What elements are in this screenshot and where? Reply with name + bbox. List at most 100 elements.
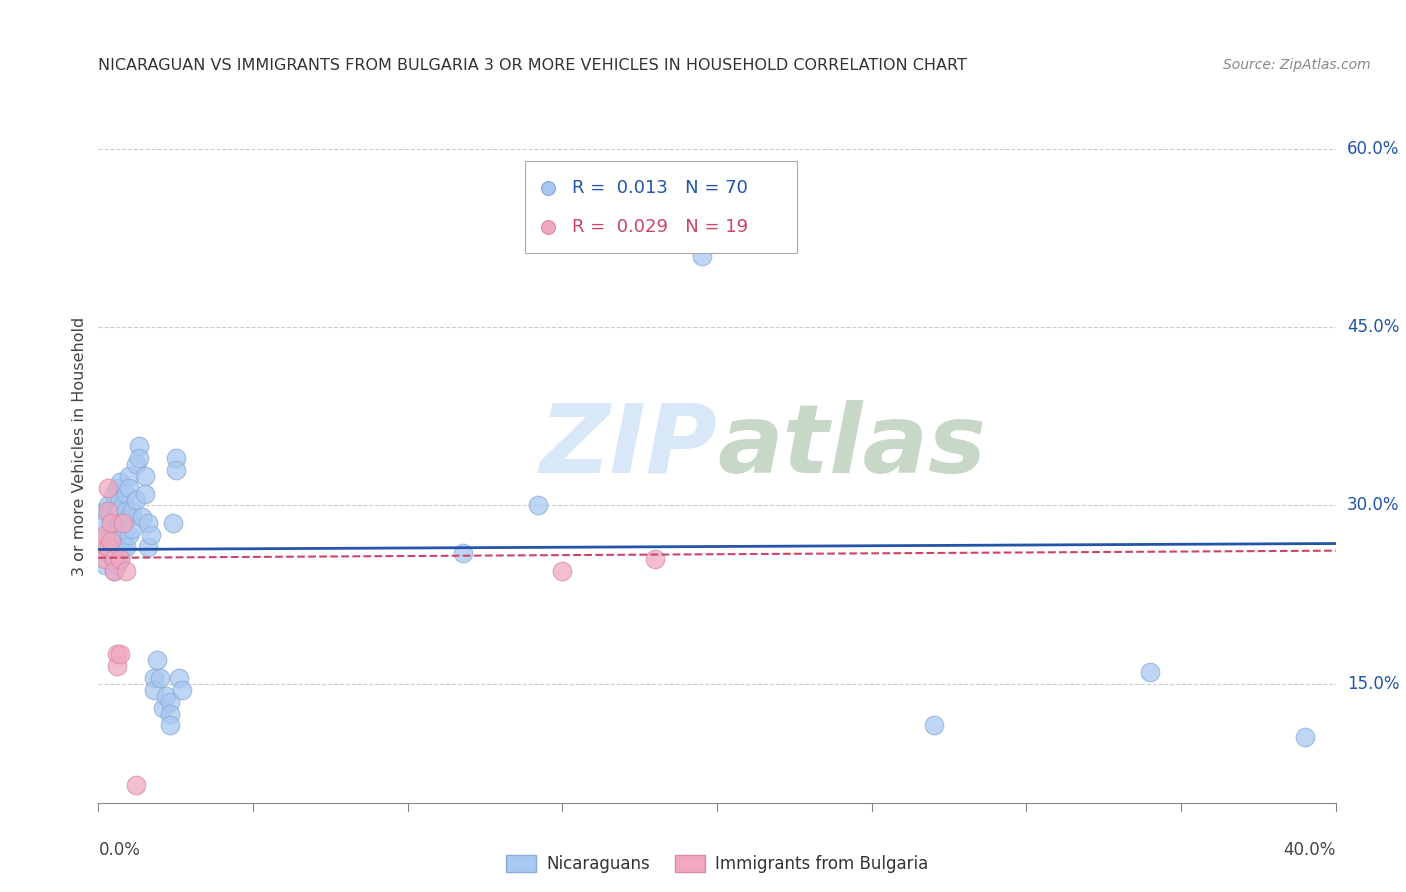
Point xyxy=(90,540,112,554)
Text: R =  0.013   N = 70: R = 0.013 N = 70 xyxy=(572,179,748,197)
Point xyxy=(100,528,122,542)
Point xyxy=(118,481,141,495)
Point xyxy=(108,647,131,661)
FancyBboxPatch shape xyxy=(526,161,797,253)
Point xyxy=(103,486,125,500)
Point xyxy=(118,528,141,542)
Point xyxy=(159,695,181,709)
Point xyxy=(97,481,120,495)
Point xyxy=(105,558,128,572)
Point xyxy=(97,540,120,554)
Point xyxy=(551,564,574,578)
Point xyxy=(105,647,128,661)
Point xyxy=(143,682,166,697)
Point xyxy=(97,499,120,513)
Point xyxy=(128,439,150,453)
Point xyxy=(108,516,131,531)
Point xyxy=(124,457,146,471)
Point xyxy=(124,492,146,507)
Point xyxy=(112,528,135,542)
Point xyxy=(105,522,128,536)
Text: 45.0%: 45.0% xyxy=(1347,318,1399,336)
Point xyxy=(105,504,128,518)
Point xyxy=(128,450,150,465)
Point xyxy=(165,463,187,477)
Point xyxy=(108,504,131,518)
Point xyxy=(105,659,128,673)
Point xyxy=(526,499,548,513)
Point xyxy=(108,552,131,566)
Point xyxy=(155,689,177,703)
Point xyxy=(136,540,159,554)
Point xyxy=(93,528,115,542)
Point xyxy=(644,552,666,566)
Point xyxy=(124,778,146,792)
Point xyxy=(152,700,174,714)
Legend: Nicaraguans, Immigrants from Bulgaria: Nicaraguans, Immigrants from Bulgaria xyxy=(499,848,935,880)
Point xyxy=(115,504,138,518)
Point xyxy=(103,564,125,578)
Point xyxy=(93,552,115,566)
Point xyxy=(112,499,135,513)
Point xyxy=(112,516,135,531)
Point xyxy=(103,552,125,566)
Point xyxy=(170,682,193,697)
Point xyxy=(100,516,122,531)
Point xyxy=(118,510,141,524)
Point xyxy=(1139,665,1161,679)
Point xyxy=(93,504,115,518)
Point xyxy=(136,516,159,531)
Point xyxy=(167,671,190,685)
Y-axis label: 3 or more Vehicles in Household: 3 or more Vehicles in Household xyxy=(72,317,87,575)
Point xyxy=(165,450,187,465)
Point xyxy=(105,534,128,549)
Point xyxy=(134,468,156,483)
Point xyxy=(453,546,475,560)
Point xyxy=(121,504,143,518)
Point xyxy=(690,249,713,263)
Point xyxy=(105,510,128,524)
Point xyxy=(103,552,125,566)
Point xyxy=(108,534,131,549)
Text: ZIP: ZIP xyxy=(538,400,717,492)
Point xyxy=(115,486,138,500)
Point xyxy=(134,486,156,500)
Point xyxy=(100,504,122,518)
Point xyxy=(108,492,131,507)
Point xyxy=(90,516,112,531)
Point xyxy=(139,528,162,542)
Text: atlas: atlas xyxy=(717,400,986,492)
Point xyxy=(100,516,122,531)
Point xyxy=(108,475,131,489)
Text: 60.0%: 60.0% xyxy=(1347,140,1399,158)
Point xyxy=(1294,731,1316,745)
Point xyxy=(149,671,172,685)
Text: 30.0%: 30.0% xyxy=(1347,497,1399,515)
Text: 40.0%: 40.0% xyxy=(1284,841,1336,859)
Text: R =  0.029   N = 19: R = 0.029 N = 19 xyxy=(572,219,748,236)
Text: Source: ZipAtlas.com: Source: ZipAtlas.com xyxy=(1223,58,1371,72)
Point xyxy=(93,558,115,572)
Point xyxy=(121,522,143,536)
Point xyxy=(922,718,945,732)
Point xyxy=(118,468,141,483)
Text: NICARAGUAN VS IMMIGRANTS FROM BULGARIA 3 OR MORE VEHICLES IN HOUSEHOLD CORRELATI: NICARAGUAN VS IMMIGRANTS FROM BULGARIA 3… xyxy=(98,58,967,73)
Point xyxy=(115,540,138,554)
Point xyxy=(97,504,120,518)
Point xyxy=(103,540,125,554)
Point xyxy=(159,718,181,732)
Point xyxy=(162,516,184,531)
Point xyxy=(105,481,128,495)
Point xyxy=(105,546,128,560)
Point xyxy=(112,540,135,554)
Point xyxy=(146,653,169,667)
Point xyxy=(103,510,125,524)
Point xyxy=(97,528,120,542)
Point xyxy=(112,516,135,531)
Point xyxy=(97,546,120,560)
Point xyxy=(159,706,181,721)
Point xyxy=(143,671,166,685)
Text: 15.0%: 15.0% xyxy=(1347,675,1399,693)
Point xyxy=(115,564,138,578)
Point xyxy=(100,534,122,549)
